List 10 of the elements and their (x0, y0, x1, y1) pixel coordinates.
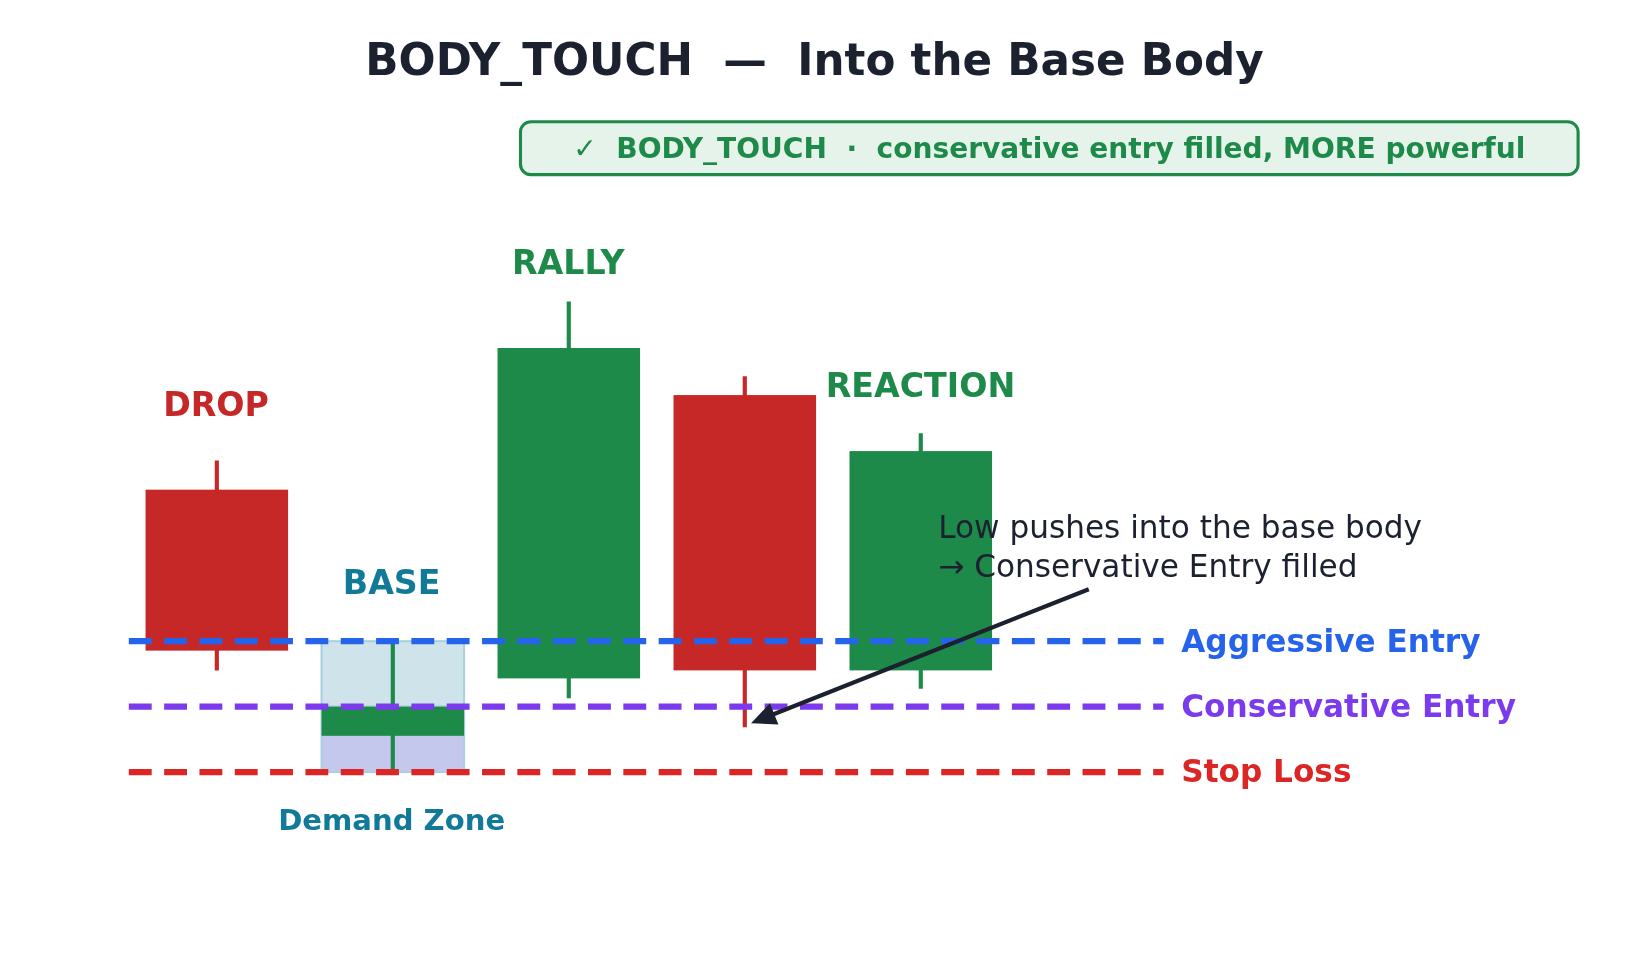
ref-line-label: Stop Loss (1181, 753, 1352, 790)
chart-title: BODY_TOUCH — Into the Base Body (365, 34, 1264, 86)
annotation: DROP (163, 384, 269, 424)
text: Demand Zone (278, 803, 506, 838)
text: RALLY (512, 243, 626, 283)
annotation: BASE (342, 563, 441, 603)
ref-line-label: Conservative Entry (1181, 688, 1516, 725)
ref-line-label: Aggressive Entry (1181, 622, 1481, 659)
chart-subtitle: ✓ BODY_TOUCH · conservative entry filled, MORE powerful (573, 132, 1526, 166)
annotation: REACTION (825, 366, 1016, 405)
